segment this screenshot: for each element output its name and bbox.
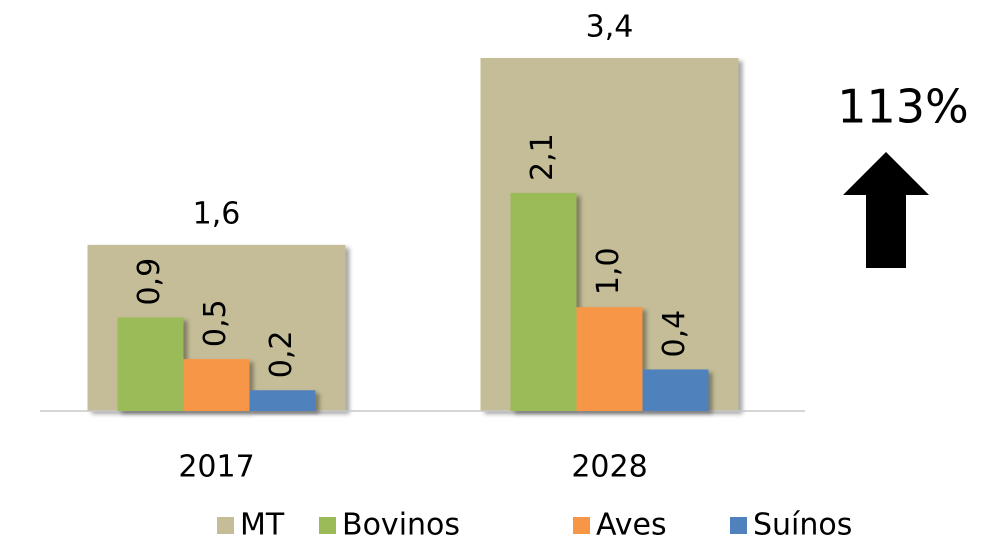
legend-label: MT	[240, 508, 285, 543]
legend-swatch	[730, 517, 747, 534]
bar	[510, 192, 577, 411]
value-label: 2,1	[525, 133, 560, 181]
annotation: 113%	[837, 80, 969, 134]
bar	[117, 317, 184, 411]
value-label: 0,4	[657, 310, 692, 358]
legend-swatch	[217, 517, 234, 534]
legend-label: Bovinos	[342, 508, 460, 543]
bar	[183, 359, 250, 411]
value-label: 3,4	[586, 10, 634, 45]
legend-label: Suínos	[753, 508, 852, 543]
value-label: 0,2	[264, 331, 299, 379]
value-label: 0,5	[198, 299, 233, 347]
x-tick-label: 2017	[178, 450, 254, 485]
value-label: 1,0	[591, 247, 626, 295]
bar	[642, 369, 709, 411]
up-arrow	[843, 152, 929, 268]
value-label: 0,9	[132, 258, 167, 306]
bar	[576, 307, 643, 411]
value-label: 1,6	[193, 196, 241, 231]
legend-label: Aves	[596, 508, 667, 543]
legend-swatch	[573, 517, 590, 534]
legend-swatch	[319, 517, 336, 534]
bar	[249, 390, 316, 411]
x-tick-label: 2028	[571, 450, 647, 485]
